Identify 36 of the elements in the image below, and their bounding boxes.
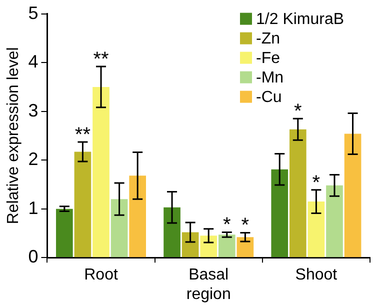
data-label: ** [93, 48, 110, 70]
y-tick-label: 3 [28, 100, 38, 120]
y-tick-label: 1 [28, 198, 38, 218]
y-axis-title: Relative expression level [5, 47, 22, 224]
bar [74, 152, 92, 258]
legend-label: -Mn [256, 70, 284, 87]
data-label: * [241, 214, 250, 237]
legend-label: -Fe [256, 50, 280, 68]
x-tick-label: Root [84, 266, 118, 284]
data-label: * [312, 172, 320, 194]
bar [236, 237, 254, 258]
bar [218, 234, 236, 258]
data-label: * [294, 100, 302, 123]
data-label: ** [74, 124, 91, 146]
bar [92, 86, 110, 258]
bar [308, 202, 325, 258]
x-tick-label: Basal region [186, 266, 231, 303]
bar [200, 236, 218, 258]
y-tick-label: 4 [28, 52, 38, 72]
bar [110, 199, 128, 258]
bar [182, 232, 199, 258]
legend-label: 1/2 KimuraB [256, 11, 344, 28]
y-tick-label: 5 [28, 2, 38, 23]
x-tick-label: Shoot [295, 266, 338, 284]
y-tick-label: 2 [28, 149, 38, 170]
legend-label: -Cu [256, 89, 282, 106]
bar [326, 185, 343, 258]
data-label: * [223, 214, 231, 236]
bar [129, 176, 146, 258]
bar [164, 207, 180, 258]
bar [56, 208, 73, 258]
y-tick-label: 0 [28, 246, 38, 267]
bar [289, 129, 306, 258]
legend-label: -Zn [256, 30, 280, 48]
bar [271, 169, 288, 258]
bar [344, 134, 362, 258]
